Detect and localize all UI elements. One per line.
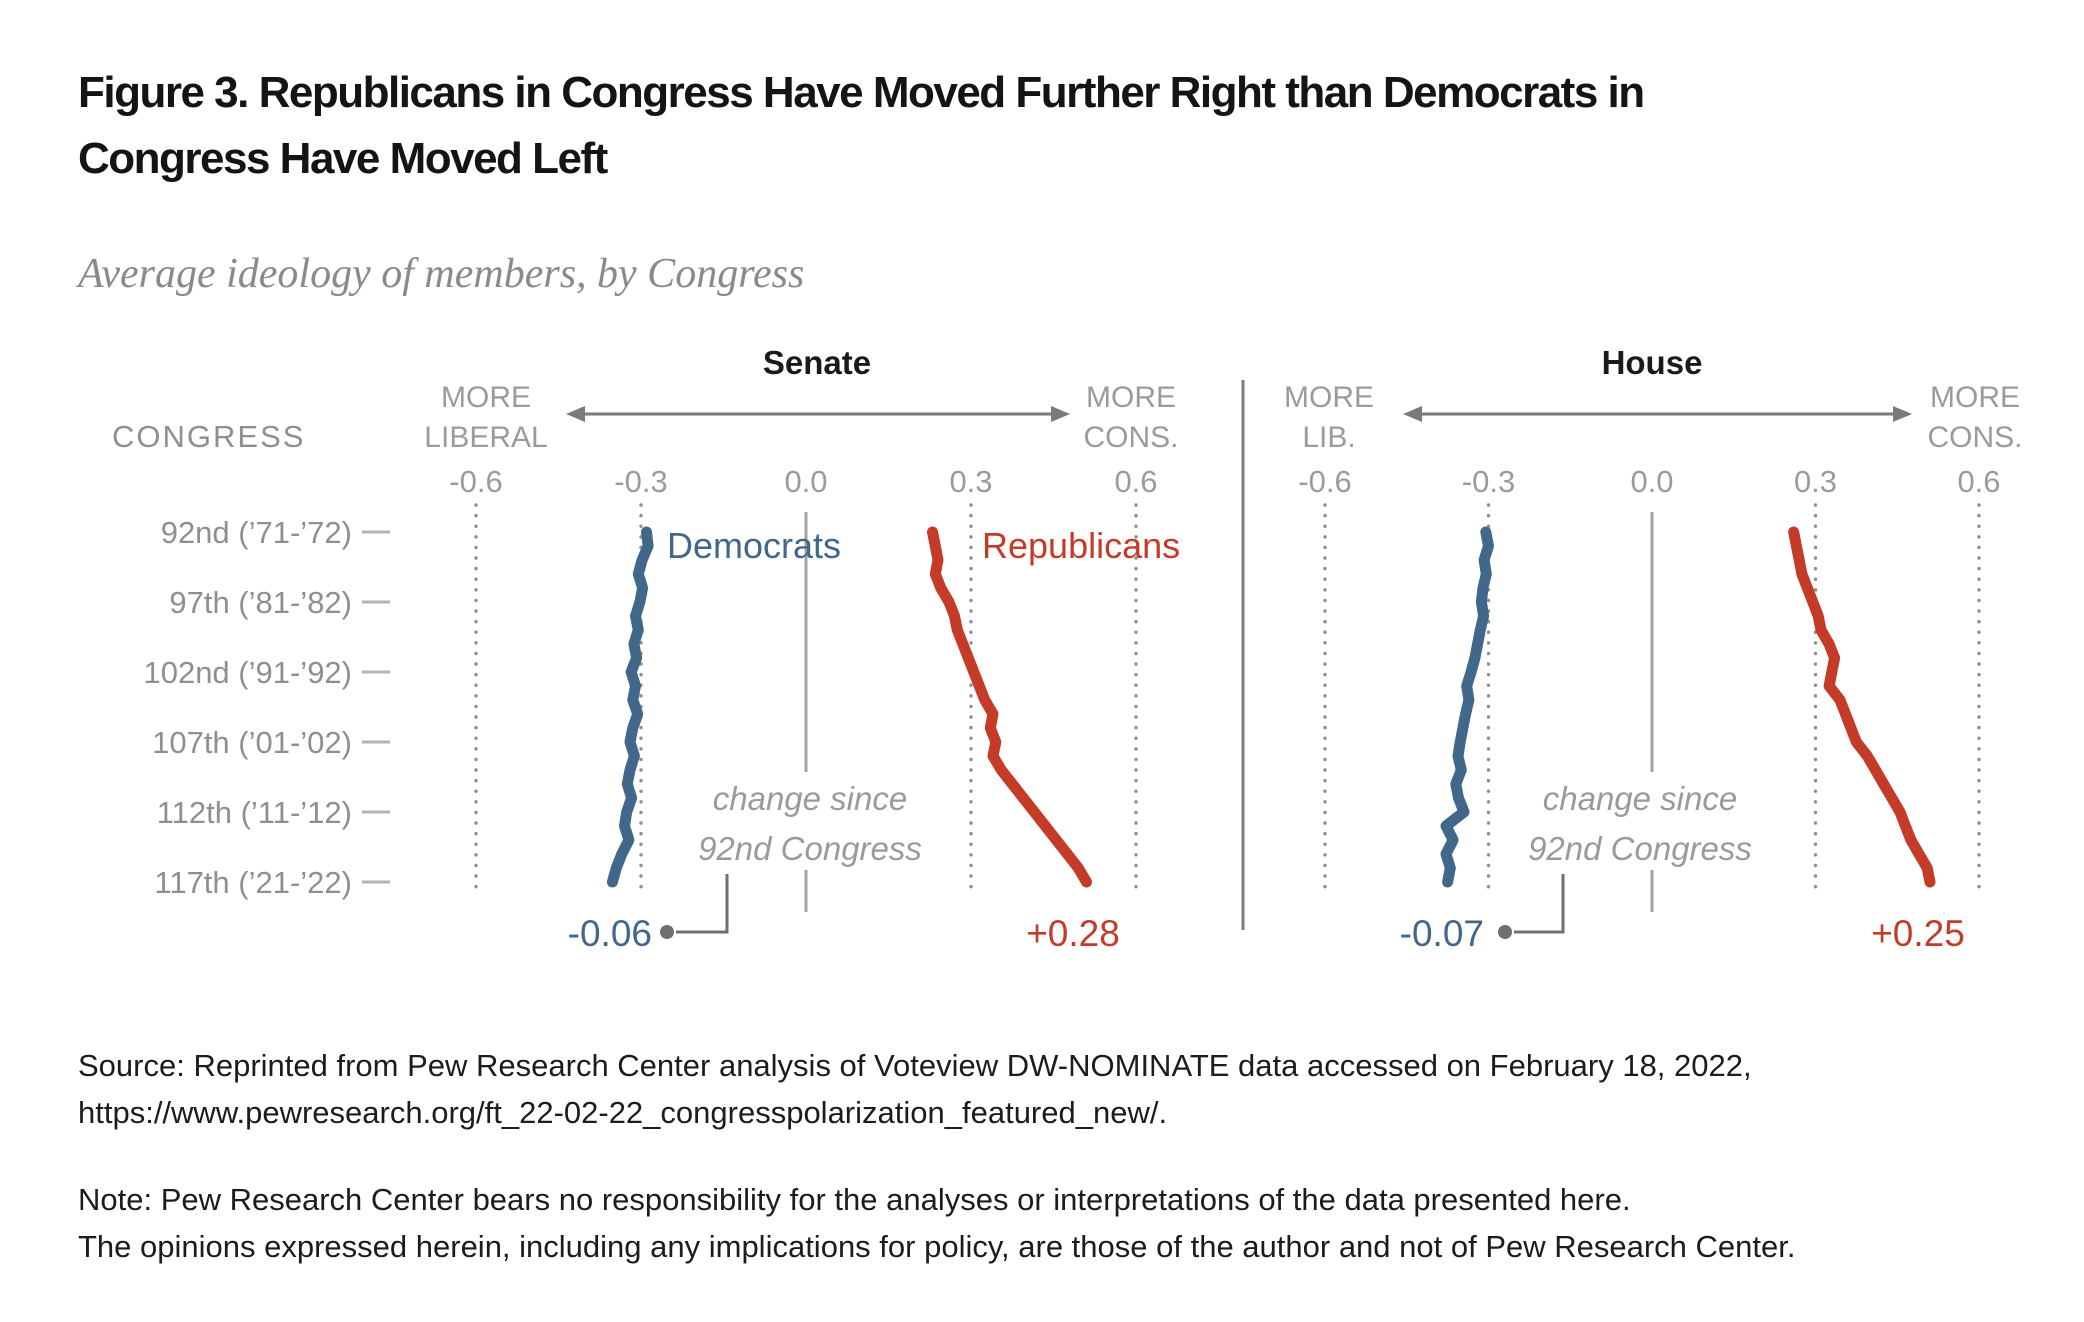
arrow-left-head-icon xyxy=(566,406,585,422)
axis-label-more-cons: CONS. xyxy=(1927,421,2022,454)
x-tick-label: 0.0 xyxy=(784,464,827,499)
connector-dot-icon xyxy=(660,925,674,939)
panel-title: Senate xyxy=(763,344,871,381)
panel-title: House xyxy=(1602,344,1703,381)
x-tick-label: -0.3 xyxy=(614,464,667,499)
axis-label-more-liberal: MORE xyxy=(441,381,531,414)
legend-label-democrats: Democrats xyxy=(667,525,841,566)
connector-elbow-line xyxy=(676,874,729,934)
x-tick-label: 0.0 xyxy=(1630,464,1673,499)
change-annotation: 92nd Congress xyxy=(698,830,922,867)
series-line-democrats xyxy=(606,526,654,888)
source-text: Source: Reprinted from Pew Research Cent… xyxy=(78,1042,1752,1136)
x-tick-label: 0.3 xyxy=(1794,464,1837,499)
axis-label-more-liberal: LIBERAL xyxy=(424,421,547,454)
change-value-label-democrats: -0.06 xyxy=(568,913,652,954)
connector-dot-icon xyxy=(1498,925,1512,939)
x-tick-label: -0.6 xyxy=(1298,464,1351,499)
series-line-democrats xyxy=(1440,526,1494,888)
x-tick-label: 0.3 xyxy=(949,464,992,499)
panel-house: House MORE LIB. MORE CONS. -0.6 -0.3 0.0 0.3 0.6 c… xyxy=(1284,344,2023,954)
note-line-1: Note: Pew Research Center bears no respo… xyxy=(78,1182,1631,1217)
source-line-2: https://www.pewresearch.org/ft_22-02-22_… xyxy=(78,1095,1168,1130)
x-tick-label: 0.6 xyxy=(1957,464,2000,499)
figure-subtitle: Average ideology of members, by Congress xyxy=(78,251,805,297)
figure-title: Figure 3. Republicans in Congress Have M… xyxy=(78,68,1645,183)
congress-axis-header: CONGRESS xyxy=(112,419,305,454)
axis-label-more-cons: MORE xyxy=(1086,381,1176,414)
congress-row-label: 92nd (’71-’72) xyxy=(161,515,352,550)
congress-axis-column: CONGRESS 92nd (’71-’72) 97th (’81-’82) 102n… xyxy=(112,419,390,900)
change-value-label-republicans: +0.25 xyxy=(1871,913,1965,954)
axis-label-more-liberal: MORE xyxy=(1284,381,1374,414)
congress-row-label: 102nd (’91-’92) xyxy=(143,655,352,690)
source-line-1: Source: Reprinted from Pew Research Cent… xyxy=(78,1048,1752,1083)
arrow-right-head-icon xyxy=(1893,406,1912,422)
series-line-republicans xyxy=(1788,526,1936,888)
note-text: Note: Pew Research Center bears no respo… xyxy=(78,1176,1795,1270)
panel-senate: Senate MORE LIBERAL MORE CONS. -0.6 -0.3 0.0 0.3… xyxy=(424,344,1180,954)
x-tick-label: -0.3 xyxy=(1462,464,1515,499)
congress-row-label: 97th (’81-’82) xyxy=(169,585,352,620)
congress-row-label: 117th (’21-’22) xyxy=(154,865,352,900)
change-annotation: change since xyxy=(713,780,907,817)
change-value-label-democrats: -0.07 xyxy=(1400,913,1484,954)
axis-label-more-cons: MORE xyxy=(1930,381,2020,414)
congress-row-label: 107th (’01-’02) xyxy=(152,725,352,760)
x-tick-label: -0.6 xyxy=(449,464,502,499)
legend-label-republicans: Republicans xyxy=(982,525,1180,566)
series-line-republicans xyxy=(927,526,1092,888)
change-annotation: 92nd Congress xyxy=(1528,830,1752,867)
arrow-right-head-icon xyxy=(1051,406,1070,422)
axis-label-more-liberal: LIB. xyxy=(1302,421,1355,454)
x-tick-label: 0.6 xyxy=(1114,464,1157,499)
change-value-label-republicans: +0.28 xyxy=(1026,913,1120,954)
change-annotation: change since xyxy=(1543,780,1737,817)
axis-label-more-cons: CONS. xyxy=(1083,421,1178,454)
congress-row-label: 112th (’11-’12) xyxy=(157,795,352,830)
connector-elbow-line xyxy=(1514,874,1565,934)
note-line-2: The opinions expressed herein, including… xyxy=(78,1229,1796,1264)
arrow-left-head-icon xyxy=(1403,406,1422,422)
